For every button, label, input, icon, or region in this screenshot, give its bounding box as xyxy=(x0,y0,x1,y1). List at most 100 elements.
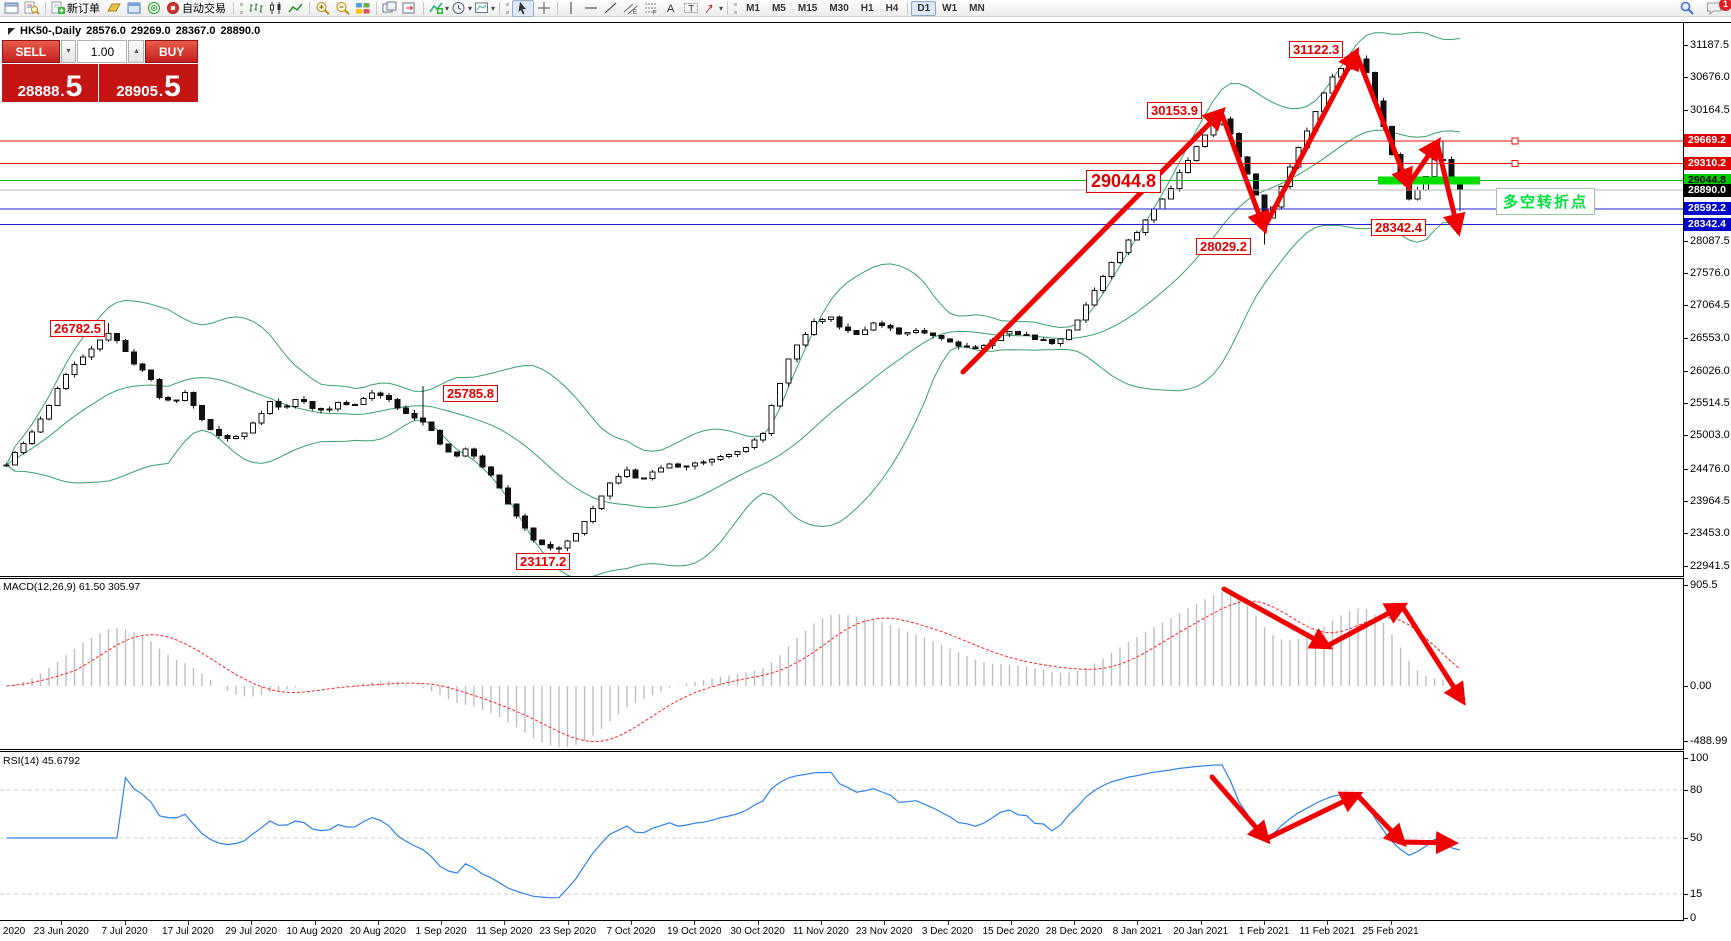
date-label: 20 Jan 2021 xyxy=(1173,926,1229,937)
timeframe-h1[interactable]: H1 xyxy=(860,2,874,14)
turning-point-note[interactable]: 多空转折点 xyxy=(1496,188,1596,215)
tile-windows-icon[interactable] xyxy=(353,1,373,16)
timeframe-h4[interactable]: H4 xyxy=(885,2,899,14)
timeframe-w1[interactable]: W1 xyxy=(942,2,958,14)
timeframe-m15[interactable]: M15 xyxy=(797,2,818,14)
sell-button[interactable]: SELL xyxy=(2,40,60,63)
ask-dot: . xyxy=(158,83,164,100)
timeframe-bar: M1 M5 M15 M30 H1 H4 D1 W1 MN xyxy=(740,0,991,16)
date-tick-mark xyxy=(441,921,443,925)
timeframe-mn[interactable]: MN xyxy=(969,2,985,14)
timeframe-m5[interactable]: M5 xyxy=(771,2,786,14)
crosshair-tool-icon[interactable] xyxy=(534,1,554,16)
toolbar-grip[interactable] xyxy=(734,2,738,14)
price-annotation-label[interactable]: 29044.8 xyxy=(1086,170,1162,193)
market-watch-icon[interactable] xyxy=(22,1,42,16)
price-annotation-label[interactable]: 23117.2 xyxy=(516,553,571,570)
price-annotation-label[interactable]: 31122.3 xyxy=(1289,41,1344,58)
indicators-add-icon[interactable]: ▾ xyxy=(427,1,450,16)
chevron-down-icon: ▾ xyxy=(445,3,450,13)
new-order-label: 新订单 xyxy=(67,3,100,15)
rsi-pane-splitter[interactable] xyxy=(0,749,1684,752)
ask-dec: 5 xyxy=(164,70,181,103)
trendline-tool-icon[interactable] xyxy=(601,1,621,16)
rsi-tick-label: 50 xyxy=(1690,832,1703,844)
date-label: 30 Oct 2020 xyxy=(730,926,785,937)
toolbar: 新订单 自动交易 ▾ ▾ ▾ xyxy=(0,0,1731,17)
text-label-tool-icon[interactable]: T xyxy=(681,1,701,16)
lot-size-input[interactable] xyxy=(77,40,128,63)
autotrading-button[interactable]: 自动交易 xyxy=(164,1,230,16)
arrows-tool-icon[interactable]: ▾ xyxy=(701,1,724,16)
date-tick-mark xyxy=(187,921,189,925)
date-label: 15 Dec 2020 xyxy=(982,926,1040,937)
cursor-tool-icon[interactable] xyxy=(512,0,535,17)
price-annotation-label[interactable]: 25785.8 xyxy=(443,385,498,402)
timeframe-d1[interactable]: D1 xyxy=(911,0,937,16)
price-tick-mark xyxy=(1684,305,1688,307)
zoom-out-icon[interactable] xyxy=(333,1,353,16)
price-tick-label: 28087.5 xyxy=(1690,234,1730,247)
periods-clock-icon[interactable]: ▾ xyxy=(450,1,473,16)
chevron-down-icon: ▾ xyxy=(719,3,724,13)
date-tick-mark xyxy=(1010,921,1012,925)
one-click-collapse-icon[interactable] xyxy=(8,27,15,35)
toolbar-separator xyxy=(233,1,234,15)
price-annotation-label[interactable]: 28029.2 xyxy=(1196,238,1251,255)
rsi-tick-label: 100 xyxy=(1690,752,1709,764)
price-annotation-label[interactable]: 30153.9 xyxy=(1147,102,1202,119)
main-chart-canvas[interactable] xyxy=(0,23,1683,576)
macd-label: MACD(12,26,9) 61.50 305.97 xyxy=(3,581,141,593)
macd-canvas[interactable] xyxy=(0,579,1683,749)
new-order-button[interactable]: 新订单 xyxy=(49,1,104,16)
lot-increase-button[interactable]: ▲ xyxy=(128,40,145,63)
chart-shift-icon[interactable] xyxy=(400,1,420,16)
new-chart-icon[interactable] xyxy=(2,1,22,16)
ask-int: 28905 xyxy=(116,83,158,100)
date-label: 11 Nov 2020 xyxy=(792,926,849,937)
vertical-line-tool-icon[interactable] xyxy=(561,1,581,16)
bid-dot: . xyxy=(60,83,65,100)
price-tick-mark xyxy=(1684,468,1688,470)
date-tick-mark xyxy=(884,921,886,925)
strategy-tester-icon[interactable] xyxy=(144,1,164,16)
price-annotation-label[interactable]: 26782.5 xyxy=(50,320,105,337)
text-tool-icon[interactable]: A xyxy=(661,1,681,16)
chat-icon[interactable]: 1 xyxy=(1705,0,1731,16)
price-tick-mark xyxy=(1684,273,1688,274)
macd-pane-splitter[interactable] xyxy=(0,576,1684,579)
rsi-tick-mark xyxy=(1684,758,1688,759)
zoom-in-icon[interactable] xyxy=(313,1,333,16)
bar-chart-icon[interactable] xyxy=(246,1,266,16)
rsi-canvas[interactable] xyxy=(0,752,1683,920)
equidistant-channel-tool-icon[interactable]: E xyxy=(621,1,641,16)
profiles-window-icon[interactable] xyxy=(124,1,144,16)
date-label: 23 Nov 2020 xyxy=(855,926,913,937)
toolbar-grip[interactable] xyxy=(240,2,243,14)
ask-price[interactable]: 28905. 5 xyxy=(99,64,198,102)
toolbar-separator xyxy=(907,1,909,15)
metaeditor-icon[interactable] xyxy=(104,1,124,16)
one-click-trading-panel: SELL ▼ ▲ BUY 28888.5 28905.5 xyxy=(2,40,198,102)
search-icon[interactable] xyxy=(1677,1,1697,16)
timeframe-m1[interactable]: M1 xyxy=(746,2,760,14)
auto-arrange-icon[interactable] xyxy=(380,1,400,16)
bid-price[interactable]: 28888. 5 xyxy=(2,64,98,102)
toolbar-grip[interactable] xyxy=(506,2,510,14)
date-tick-mark xyxy=(757,921,759,925)
templates-icon[interactable]: ▾ xyxy=(473,1,496,16)
buy-button[interactable]: BUY xyxy=(145,40,198,63)
fibonacci-tool-icon[interactable]: F xyxy=(641,1,661,16)
price-tick-mark xyxy=(1684,565,1688,567)
price-annotation-label[interactable]: 28342.4 xyxy=(1371,219,1426,236)
macd-tick-label: -488.99 xyxy=(1690,735,1728,747)
candlestick-chart-icon[interactable] xyxy=(266,1,286,16)
line-chart-icon[interactable] xyxy=(286,1,306,16)
date-tick-mark xyxy=(694,921,696,925)
date-label: 11 Feb 2021 xyxy=(1299,926,1356,937)
horizontal-line-tool-icon[interactable] xyxy=(581,1,601,16)
timeframe-m30[interactable]: M30 xyxy=(829,2,849,14)
price-tick-mark xyxy=(1684,77,1688,79)
lot-decrease-button[interactable]: ▼ xyxy=(60,40,77,63)
date-label: 3 Dec 2020 xyxy=(921,926,974,937)
